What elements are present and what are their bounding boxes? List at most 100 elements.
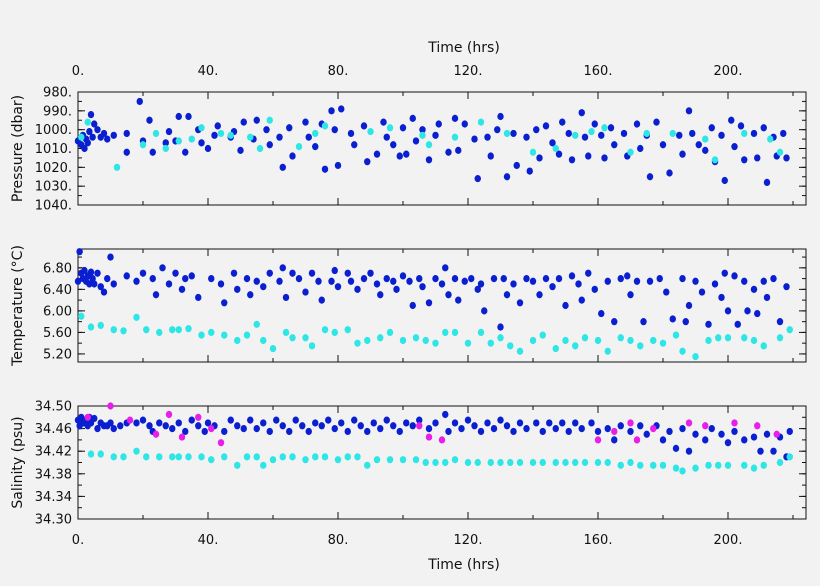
data-point xyxy=(490,274,498,283)
data-point xyxy=(474,285,481,293)
data-point xyxy=(139,269,147,277)
data-point xyxy=(786,326,793,334)
data-point xyxy=(110,280,117,288)
data-point xyxy=(666,169,673,177)
data-point xyxy=(133,313,140,321)
data-point xyxy=(302,334,309,342)
data-point xyxy=(91,414,98,423)
data-point xyxy=(295,274,303,283)
x-tick-label-bottom: 200. xyxy=(714,533,743,548)
data-point xyxy=(507,342,514,350)
data-point xyxy=(175,419,182,427)
data-point xyxy=(266,427,273,436)
data-point xyxy=(477,118,485,126)
data-point xyxy=(208,456,215,464)
data-point xyxy=(451,456,459,464)
data-point xyxy=(445,291,452,299)
data-point xyxy=(416,416,423,424)
data-point xyxy=(604,277,611,285)
data-point xyxy=(702,422,709,430)
data-point xyxy=(637,461,644,469)
data-point xyxy=(100,129,108,138)
data-point xyxy=(464,458,472,467)
data-point xyxy=(146,116,153,124)
data-point xyxy=(455,296,462,304)
data-point xyxy=(373,150,381,158)
data-point xyxy=(208,328,215,337)
y-tick-label: 34.30 xyxy=(35,513,72,528)
data-point xyxy=(419,131,426,139)
data-point xyxy=(253,277,260,285)
data-point xyxy=(334,456,342,464)
data-point xyxy=(243,453,251,461)
data-point xyxy=(682,318,689,326)
data-point xyxy=(659,461,667,469)
data-point xyxy=(86,280,93,288)
data-point xyxy=(276,277,283,285)
data-point xyxy=(370,419,377,427)
data-point xyxy=(412,334,420,342)
data-point xyxy=(308,342,316,350)
data-point xyxy=(175,453,182,461)
data-point xyxy=(214,122,221,130)
data-point xyxy=(84,139,91,147)
data-point xyxy=(412,137,420,145)
data-point xyxy=(627,427,634,436)
data-point xyxy=(497,458,504,467)
data-point xyxy=(611,141,618,149)
data-point xyxy=(159,264,166,272)
data-point xyxy=(702,135,709,143)
data-point xyxy=(451,419,459,427)
data-point xyxy=(672,464,680,472)
data-point xyxy=(643,430,650,438)
data-point xyxy=(516,299,524,307)
data-point xyxy=(591,120,598,128)
data-point xyxy=(422,458,429,467)
data-point xyxy=(594,436,602,444)
data-point xyxy=(318,422,325,430)
data-point xyxy=(409,301,416,310)
data-point xyxy=(396,427,403,436)
data-point xyxy=(442,458,449,467)
data-point xyxy=(516,419,524,427)
data-point xyxy=(78,312,85,320)
data-point xyxy=(546,419,553,427)
data-point xyxy=(477,427,485,436)
data-point xyxy=(611,436,618,444)
data-point xyxy=(347,129,355,138)
data-point xyxy=(451,114,459,122)
data-point xyxy=(344,326,351,334)
data-point xyxy=(594,458,602,467)
data-point xyxy=(273,416,280,424)
data-point xyxy=(321,122,329,130)
data-point xyxy=(728,116,735,124)
data-point xyxy=(299,422,306,430)
data-point xyxy=(604,458,611,467)
data-point xyxy=(266,269,273,277)
data-point xyxy=(260,283,267,291)
data-point xyxy=(487,458,494,467)
data-point xyxy=(705,336,712,345)
data-point xyxy=(318,296,325,304)
data-point xyxy=(604,425,611,433)
data-point xyxy=(399,456,407,464)
data-point xyxy=(312,419,319,427)
data-point xyxy=(172,269,179,277)
data-point xyxy=(685,419,693,427)
data-point xyxy=(198,453,205,461)
data-point xyxy=(331,328,338,337)
data-point xyxy=(594,427,602,436)
data-point xyxy=(572,131,579,139)
data-point xyxy=(552,458,559,467)
data-point xyxy=(107,402,114,410)
data-point xyxy=(286,124,293,132)
y-tick-label: 6.00 xyxy=(43,304,72,319)
data-point xyxy=(247,416,254,424)
data-point xyxy=(113,163,121,171)
data-point xyxy=(331,126,338,134)
data-point xyxy=(279,163,286,171)
data-point xyxy=(94,425,101,433)
data-point xyxy=(500,274,507,283)
data-point xyxy=(539,331,546,339)
data-point xyxy=(477,328,485,337)
